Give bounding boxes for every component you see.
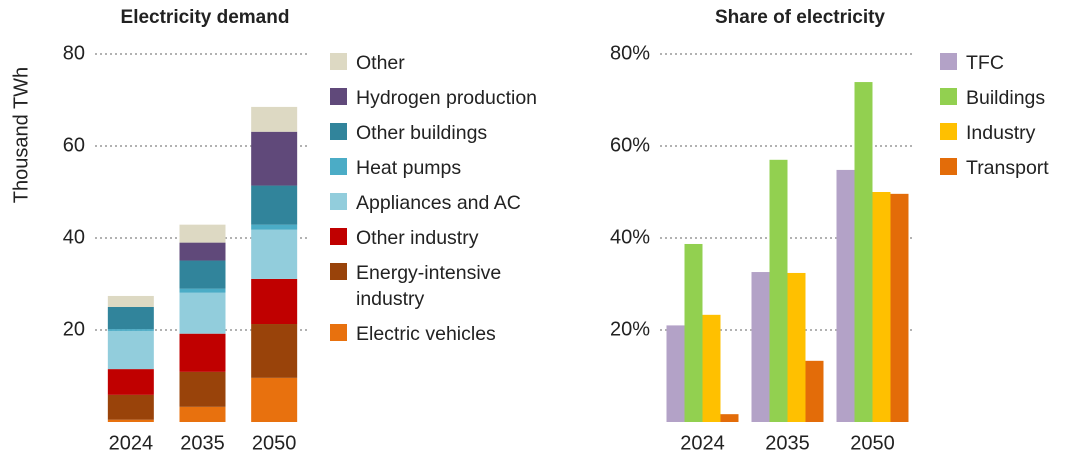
bar-segment <box>179 292 226 334</box>
legend-item: Hydrogen production <box>330 85 566 111</box>
legend-label: Industry <box>966 122 1036 144</box>
bar-segment <box>251 229 298 279</box>
legend-label: Electric vehicles <box>356 323 496 345</box>
bar <box>769 159 788 423</box>
bar-segment <box>251 278 298 325</box>
y-axis-label: Thousand TWh <box>10 67 32 203</box>
legend-item: Other <box>330 50 566 76</box>
legend-item: Appliances and AC <box>330 190 566 216</box>
y-tick-label: 60 <box>63 134 85 156</box>
legend-item: Electric vehicles <box>330 321 566 347</box>
legend-label: Other industry <box>356 227 479 249</box>
bar-segment <box>179 288 226 293</box>
legend-label: TFC <box>966 52 1004 74</box>
chart-title: Electricity demand <box>121 7 290 28</box>
x-tick-label: 2035 <box>180 432 225 454</box>
legend-item: Energy-intensive industry <box>330 260 566 312</box>
y-tick-label: 40 <box>63 226 85 248</box>
legend-label: Hydrogen production <box>356 87 538 109</box>
bar-segment <box>107 329 154 331</box>
y-tick-label: 80% <box>610 42 650 64</box>
bar <box>872 192 891 422</box>
bar <box>684 243 703 422</box>
bar-segment <box>107 330 154 370</box>
bar <box>805 360 824 422</box>
bar-segment <box>107 394 154 420</box>
legend-item: Other industry <box>330 225 566 251</box>
y-tick-label: 20% <box>610 318 650 340</box>
bar-segment <box>251 224 298 230</box>
bar-segment <box>179 333 226 372</box>
bar-segment <box>179 371 226 407</box>
bar <box>720 414 739 422</box>
legend-swatch <box>940 88 957 105</box>
legend-label: Appliances and AC <box>356 192 521 214</box>
legend-label: Other <box>356 52 405 74</box>
legend-item: Heat pumps <box>330 155 566 181</box>
bar-segment <box>251 377 298 422</box>
legend-swatch <box>940 53 957 70</box>
bar-segment <box>251 131 298 186</box>
legend-label: Energy-intensive industry <box>356 262 502 310</box>
bar <box>787 272 806 422</box>
legend-swatch <box>330 193 347 210</box>
legend-swatch <box>330 88 347 105</box>
bar <box>702 314 721 422</box>
legend-item: Other buildings <box>330 120 566 146</box>
legend-swatch <box>940 158 957 175</box>
bar <box>836 169 855 422</box>
legend-item: TFC <box>940 50 1049 76</box>
legend-swatch <box>330 263 347 280</box>
bar <box>854 82 873 422</box>
legend-item: Industry <box>940 120 1049 146</box>
y-tick-label: 60% <box>610 134 650 156</box>
legend-label: Heat pumps <box>356 157 462 179</box>
bar-segment <box>179 242 226 261</box>
legend-swatch <box>330 123 347 140</box>
bar-segment <box>107 307 154 330</box>
legend-label: Other buildings <box>356 122 488 144</box>
bar-segment <box>107 295 154 307</box>
bar-segment <box>251 324 298 378</box>
y-tick-label: 40% <box>610 226 650 248</box>
x-tick-label: 2050 <box>850 432 895 454</box>
bar <box>666 325 685 422</box>
x-tick-label: 2035 <box>765 432 810 454</box>
legend-swatch <box>330 228 347 245</box>
bar <box>890 193 909 422</box>
legend-label: Buildings <box>966 87 1046 109</box>
legend-swatch <box>330 324 347 341</box>
bar-segment <box>179 260 226 289</box>
legend-swatch <box>330 53 347 70</box>
legend-item: Buildings <box>940 85 1049 111</box>
x-tick-label: 2024 <box>109 432 154 454</box>
x-tick-label: 2050 <box>252 432 297 454</box>
bar-segment <box>107 369 154 395</box>
bar-segment <box>251 106 298 132</box>
legend-label: Transport <box>966 157 1049 179</box>
chart-title: Share of electricity <box>715 7 885 28</box>
bar <box>751 272 770 422</box>
legend-swatch <box>940 123 957 140</box>
legend: Other Hydrogen production Other buildings H… <box>330 50 566 347</box>
bar-segment <box>251 185 298 225</box>
y-tick-label: 20 <box>63 318 85 340</box>
bar-segment <box>107 419 154 422</box>
y-tick-label: 80 <box>63 42 85 64</box>
legend: TFC Buildings Industry Transport <box>940 50 1049 181</box>
bar-segment <box>179 224 226 243</box>
legend-item: Transport <box>940 155 1049 181</box>
x-tick-label: 2024 <box>680 432 725 454</box>
legend-swatch <box>330 158 347 175</box>
bar-segment <box>179 406 226 422</box>
